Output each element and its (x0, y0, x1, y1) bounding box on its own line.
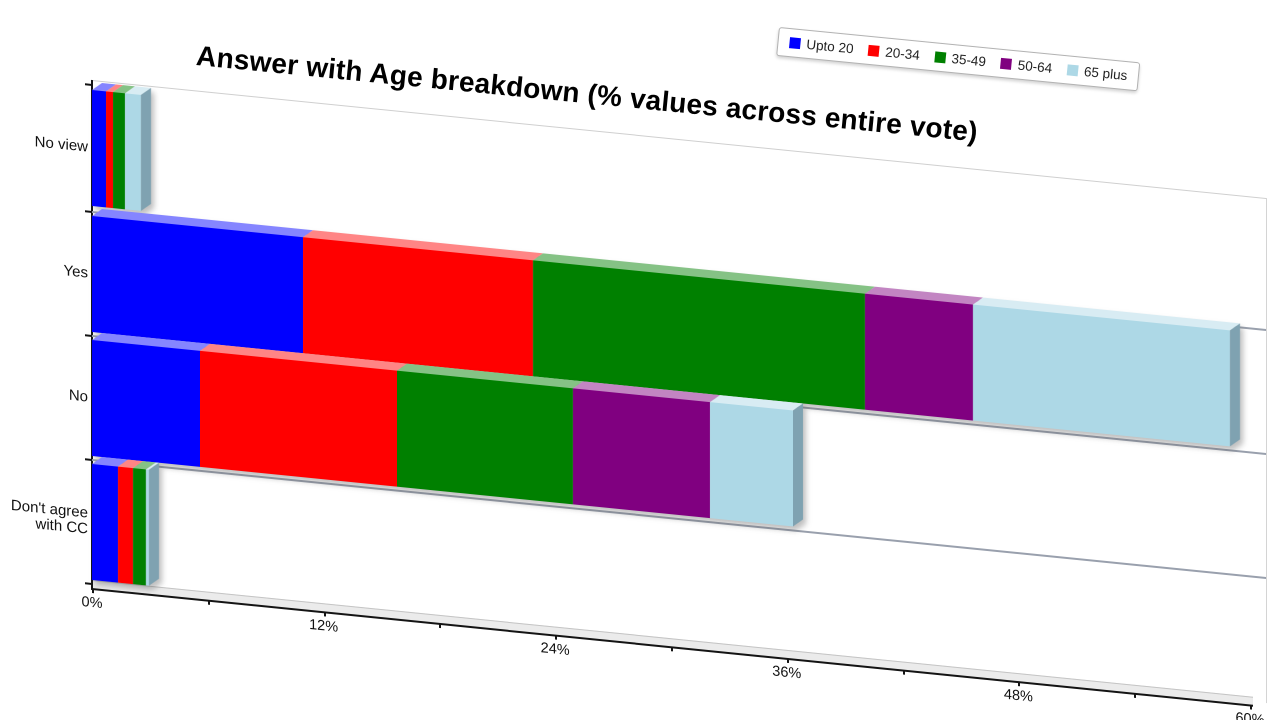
bar-segment-face (709, 402, 793, 527)
x-axis-tick (902, 670, 905, 675)
bar-segment[interactable] (92, 333, 211, 467)
x-tick-label: 48% (1003, 686, 1033, 706)
bar-segment[interactable] (200, 343, 407, 487)
bar-segment[interactable] (118, 459, 144, 585)
legend-label: 35-49 (950, 51, 987, 70)
x-axis-tick (786, 658, 789, 664)
x-axis-tick (92, 589, 94, 594)
x-tick-label: 12% (309, 616, 339, 636)
bar-segment[interactable] (396, 363, 583, 505)
x-axis-tick (1018, 682, 1021, 687)
x-tick-label: 24% (540, 640, 570, 660)
x-axis-tick (323, 612, 326, 617)
bar-segment[interactable] (973, 297, 1240, 447)
y-axis-tick (85, 582, 91, 585)
bar-segment-face (92, 340, 201, 467)
bar-segment-side-face (792, 403, 803, 527)
bar-segment-side-face (141, 87, 152, 211)
legend-label: 20-34 (884, 44, 921, 63)
bar-segment-face (92, 216, 304, 354)
bar-segment[interactable] (113, 85, 135, 210)
bar-segment-face (92, 90, 107, 208)
category-label: Yes (63, 262, 88, 282)
bar-segment-face (92, 464, 119, 583)
x-axis-tick (439, 623, 442, 629)
y-axis-tick (85, 334, 91, 337)
x-tick-label: 36% (772, 663, 802, 683)
bar-segment-face (125, 93, 142, 211)
legend-item[interactable]: 35-49 (934, 49, 987, 69)
category-label: No view (34, 133, 88, 156)
x-axis-tick (671, 647, 673, 652)
bar-segment[interactable] (133, 461, 157, 586)
category-label: No (68, 386, 88, 406)
bar-segment-face (133, 468, 147, 586)
plot-back-wall-right-edge (1266, 198, 1267, 704)
y-axis-tick (85, 210, 91, 213)
bar-segment[interactable] (864, 286, 984, 421)
x-tick-label: 60% (1235, 709, 1265, 720)
legend-swatch-icon (867, 44, 880, 57)
x-axis-tick (1250, 705, 1252, 710)
legend-item[interactable]: 20-34 (867, 43, 921, 63)
legend-label: 50-64 (1017, 57, 1053, 76)
bar-segment-face (396, 370, 573, 505)
bar-segment-side-face (149, 462, 160, 586)
x-axis-tick (555, 635, 558, 640)
plot-back-wall-top-edge (92, 80, 1266, 200)
legend-label: 65 plus (1083, 64, 1129, 84)
bar-segment-face (106, 91, 114, 209)
x-tick-label: 0% (81, 593, 103, 613)
bar-segment[interactable] (572, 381, 720, 519)
legend-item[interactable]: 50-64 (1000, 56, 1053, 76)
bar-segment[interactable] (709, 395, 803, 527)
x-axis-tick (1134, 693, 1137, 698)
bar-segment-side-face (1229, 323, 1240, 447)
legend-label: Upto 20 (805, 36, 855, 57)
bar-segment-face (113, 92, 125, 210)
legend-item[interactable]: 65 plus (1066, 62, 1128, 83)
y-axis-tick (85, 458, 91, 461)
x-axis-tick (207, 600, 210, 605)
legend-swatch-icon (1000, 57, 1013, 70)
bar-segment-face (303, 237, 533, 377)
category-label: Don't agree with CC (10, 496, 88, 538)
x-axis-line (92, 580, 1253, 707)
legend-item[interactable]: Upto 20 (788, 35, 855, 57)
y-axis-tick (85, 83, 91, 86)
bar-segment-face (572, 388, 710, 519)
bar-segment[interactable] (92, 457, 129, 583)
bar-segment[interactable] (303, 230, 543, 377)
bar-segment[interactable] (92, 209, 314, 354)
bar-segment-face (118, 466, 134, 585)
bar-segment-face (200, 350, 397, 487)
legend-swatch-icon (788, 37, 802, 50)
bar-segment[interactable] (125, 86, 152, 211)
bar-segment[interactable] (146, 462, 160, 586)
bar-segment-face (864, 293, 974, 421)
legend-swatch-icon (934, 51, 947, 64)
legend-swatch-icon (1066, 64, 1079, 77)
bar-segment[interactable] (106, 84, 124, 209)
bar-segment[interactable] (92, 83, 117, 208)
